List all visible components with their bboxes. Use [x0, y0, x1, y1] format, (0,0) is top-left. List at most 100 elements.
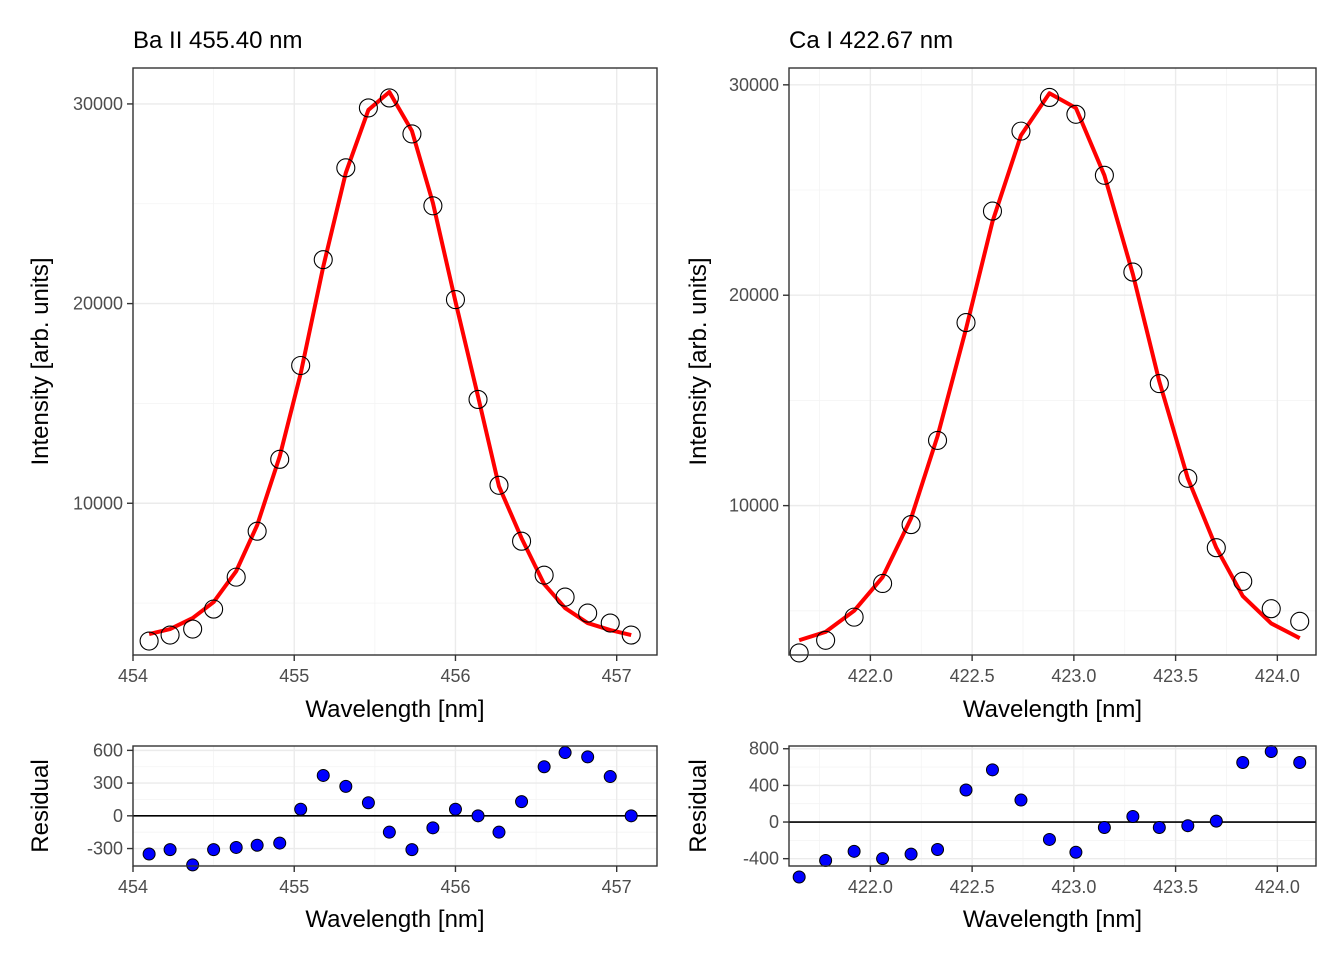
observed-point	[270, 449, 290, 469]
y-tick-label: 600	[93, 740, 123, 760]
x-tick-label: 423.0	[1051, 877, 1096, 897]
ba-main-panel-border	[132, 67, 658, 656]
residual-point	[624, 809, 638, 823]
ca-main-plot-area	[789, 68, 1316, 655]
observed-point	[534, 565, 554, 585]
observed-point	[358, 98, 378, 118]
x-tick-label: 454	[118, 666, 148, 686]
residual-point	[792, 870, 806, 884]
observed-point	[204, 599, 224, 619]
residual-point	[558, 746, 572, 760]
y-tick-label: 20000	[73, 294, 123, 314]
observed-point	[139, 631, 159, 651]
residual-point	[985, 763, 999, 777]
ba-main-plot-area	[133, 68, 657, 655]
observed-point	[816, 630, 836, 650]
y-tick-label: 300	[93, 773, 123, 793]
x-tick-label: 424.0	[1255, 877, 1300, 897]
x-tick-label: 457	[602, 877, 632, 897]
ba-residual-panel-border	[132, 745, 658, 867]
observed-point	[956, 313, 976, 333]
ca-residual-panel-border	[788, 745, 1317, 867]
x-tick-label: 457	[602, 666, 632, 686]
observed-point	[160, 625, 180, 645]
residual-point	[448, 802, 462, 816]
residual-point	[1097, 821, 1111, 835]
residual-point	[1069, 845, 1083, 859]
observed-point	[873, 573, 893, 594]
observed-point	[1123, 262, 1143, 282]
residual-point	[1181, 819, 1195, 833]
residual-point	[515, 795, 529, 809]
x-tick-label: 456	[440, 877, 470, 897]
observed-point	[336, 158, 356, 178]
observed-point	[901, 515, 921, 535]
residual-point	[207, 843, 221, 857]
observed-point	[291, 355, 311, 376]
y-tick-label: -400	[743, 849, 779, 869]
ca-main-panel: 422.0 422.5 423.0 423.5 424.0 10000 20000 30000…	[685, 27, 1317, 723]
residual-point	[186, 858, 200, 872]
residual-point	[142, 847, 156, 861]
observed-point	[1066, 104, 1086, 124]
residual-point	[250, 838, 264, 852]
residual-point	[316, 768, 330, 782]
y-tick-label: 10000	[729, 496, 779, 516]
y-tick-label: -300	[87, 839, 123, 859]
y-tick-label: 0	[113, 806, 123, 826]
chart-title: Ba II 455.40 nm	[133, 27, 302, 54]
residual-point	[819, 854, 833, 867]
observed-point	[1178, 468, 1198, 488]
x-axis-title: Wavelength [nm]	[305, 696, 484, 723]
observed-point	[1290, 611, 1310, 631]
ca-residual-panel: 422.0 422.5 423.0 423.5 424.0 -400 0 400 800 Wave…	[685, 739, 1317, 933]
y-tick-label: 0	[769, 812, 779, 832]
observed-point	[1011, 121, 1031, 141]
observed-point	[1261, 599, 1281, 619]
ba-main-panel: 454 455 456 457 10000 20000 30000 Wavelength [n…	[27, 27, 658, 723]
x-axis-title: Wavelength [nm]	[305, 906, 484, 933]
ca-residual-plot-area	[789, 746, 1316, 866]
observed-point	[402, 124, 422, 144]
residual-point	[229, 840, 243, 854]
x-axis-title: Wavelength [nm]	[963, 696, 1142, 723]
y-tick-label: 800	[749, 739, 779, 759]
residual-point	[1014, 793, 1028, 807]
residual-point	[1042, 832, 1056, 846]
x-tick-label: 454	[118, 877, 148, 897]
observed-point	[555, 587, 575, 607]
observed-point	[578, 603, 598, 623]
x-tick-label: 422.5	[950, 877, 995, 897]
x-tick-label: 456	[440, 666, 470, 686]
y-axis-title: Intensity [arb. units]	[685, 257, 712, 465]
x-tick-label: 423.5	[1153, 877, 1198, 897]
residual-point	[847, 844, 861, 858]
residual-point	[581, 750, 595, 764]
observed-point	[789, 643, 809, 663]
residual-point	[382, 825, 396, 839]
observed-point	[1094, 165, 1114, 185]
observed-point	[844, 607, 864, 627]
x-tick-label: 422.5	[950, 666, 995, 686]
observed-point	[1206, 538, 1226, 558]
x-tick-label: 455	[279, 666, 309, 686]
observed-point	[621, 625, 641, 645]
x-tick-label: 423.5	[1153, 666, 1198, 686]
residual-point	[1152, 821, 1166, 835]
residual-point	[1126, 810, 1140, 824]
observed-point	[927, 430, 948, 450]
x-tick-label: 423.0	[1051, 666, 1096, 686]
observed-point	[313, 250, 333, 270]
observed-point	[1233, 571, 1253, 591]
observed-point	[183, 619, 203, 639]
residual-point	[471, 809, 485, 823]
x-tick-label: 422.0	[848, 666, 893, 686]
residual-point	[273, 836, 287, 850]
residual-point	[1293, 755, 1307, 769]
y-tick-label: 10000	[73, 493, 123, 513]
x-axis-title: Wavelength [nm]	[963, 906, 1142, 933]
observed-point	[1039, 87, 1059, 108]
fit-curve-line	[798, 91, 1301, 643]
